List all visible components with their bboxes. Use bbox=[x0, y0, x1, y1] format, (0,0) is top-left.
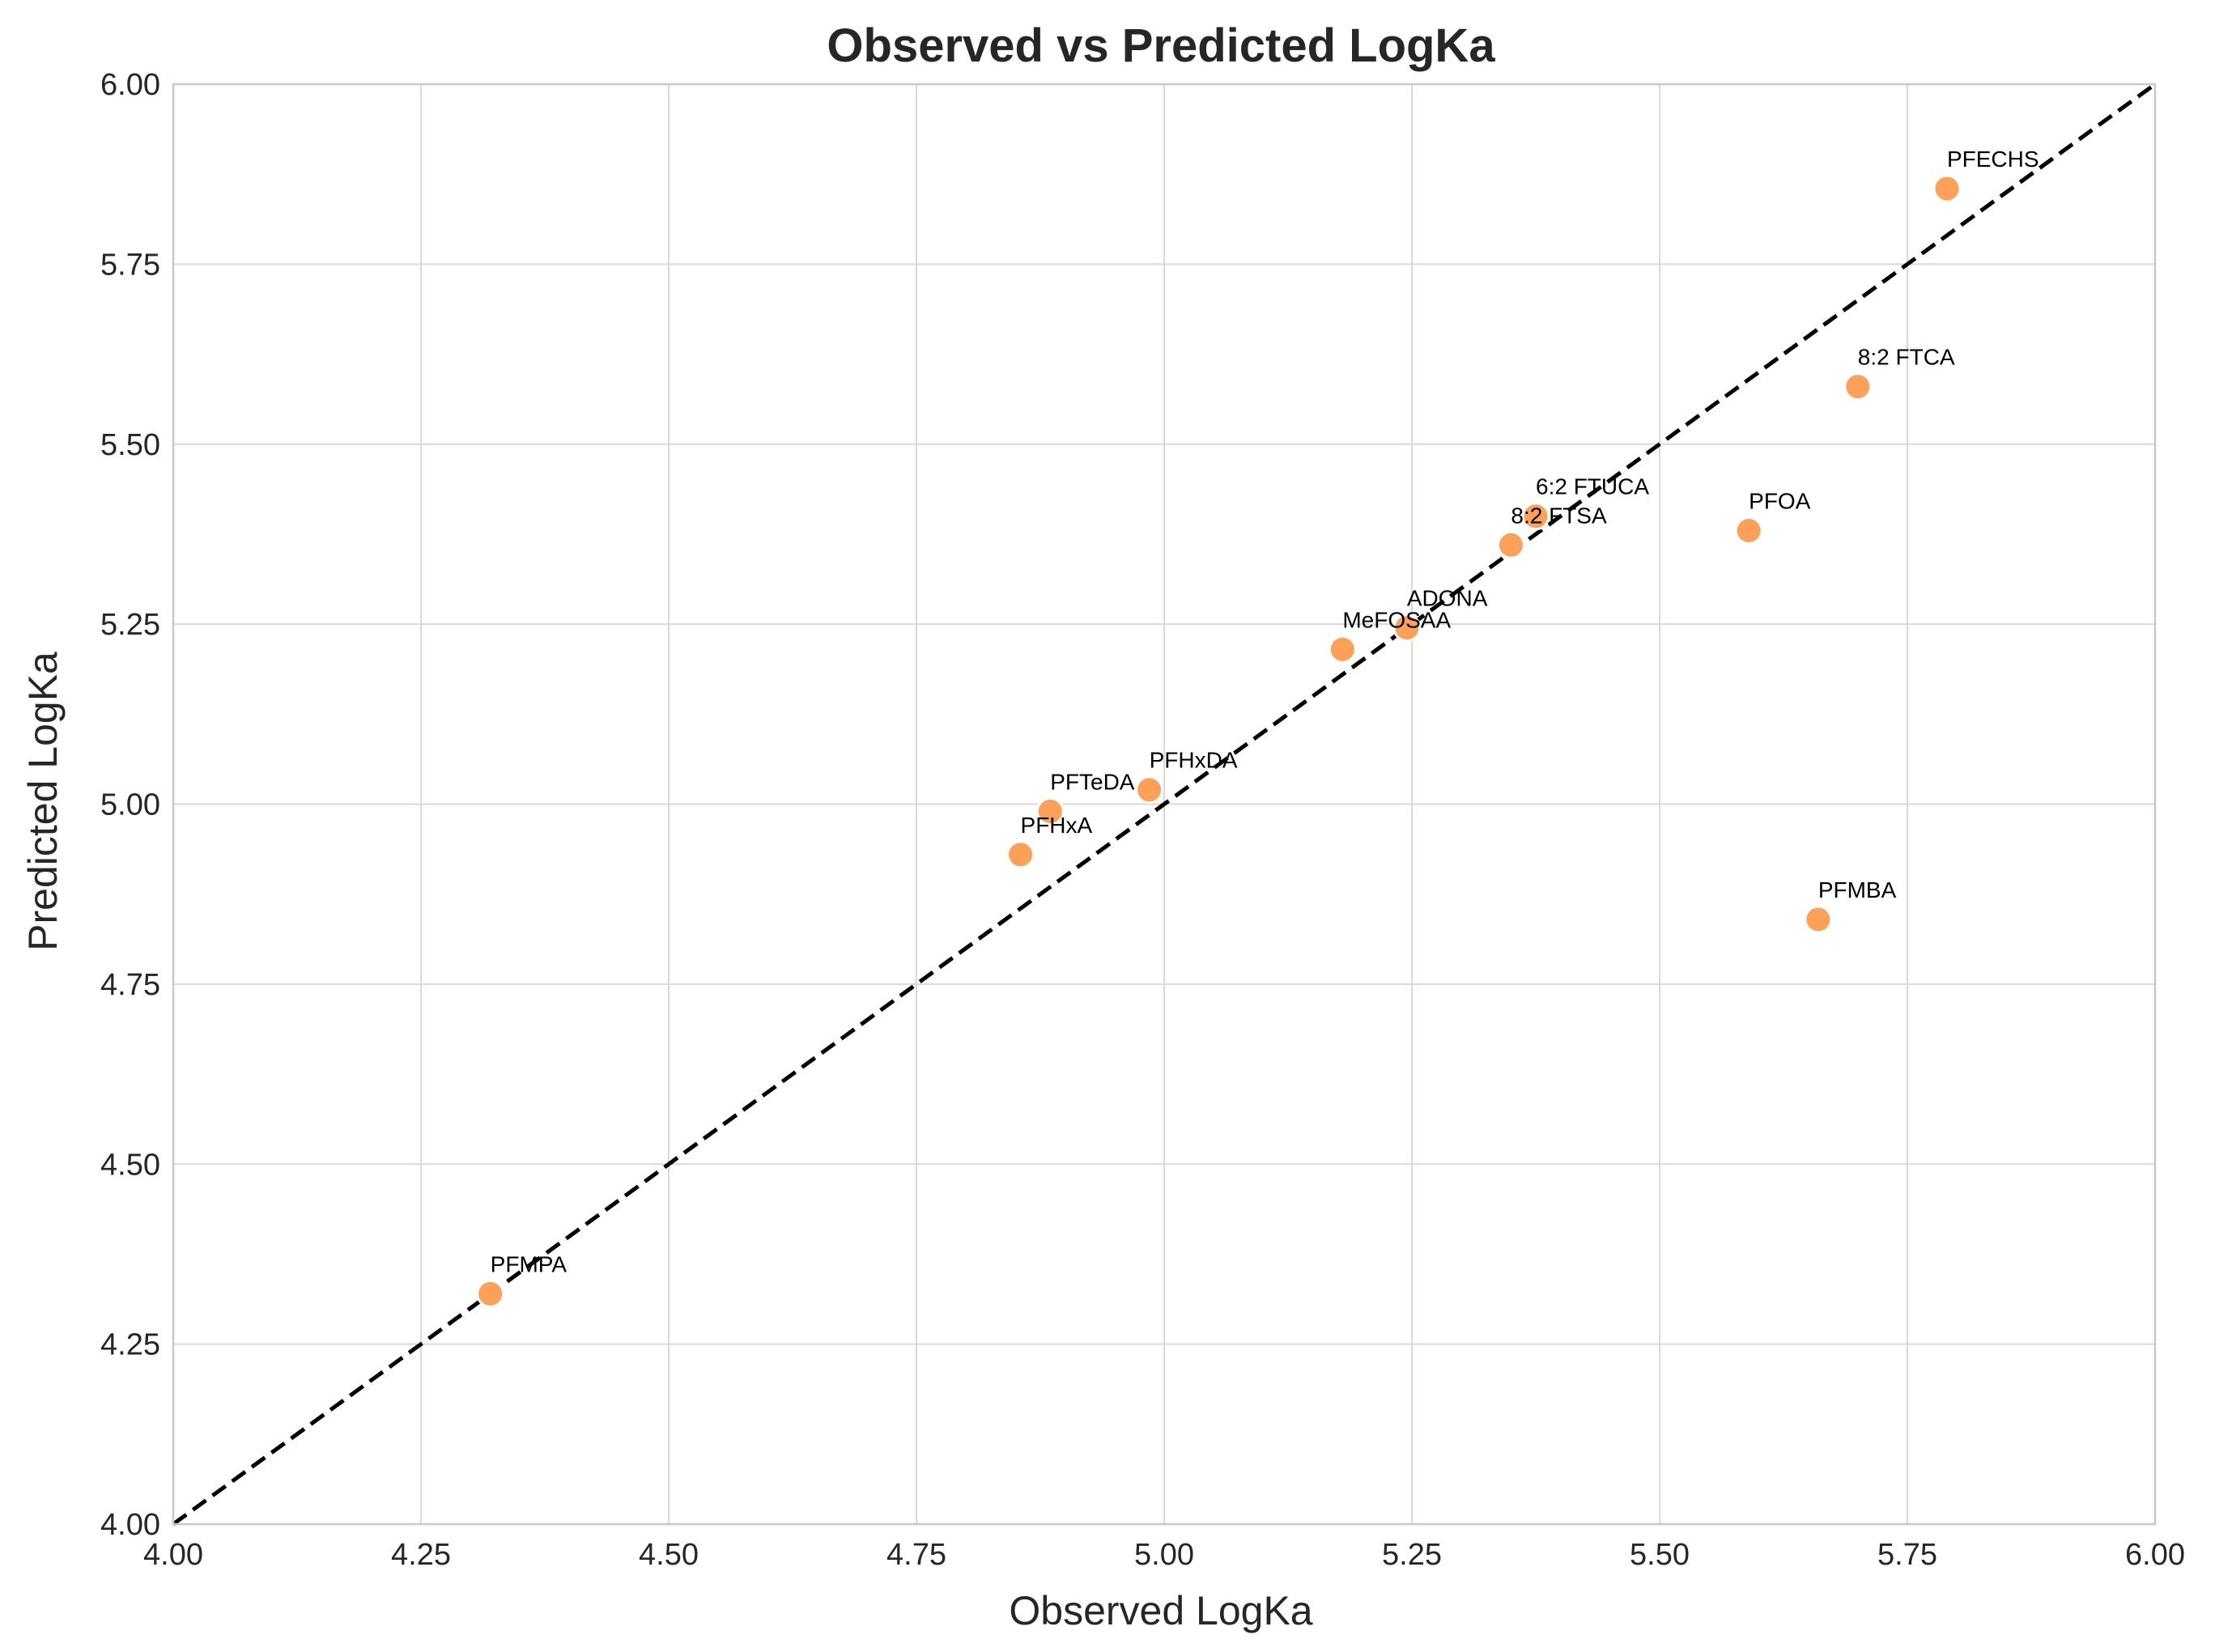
point-label: 6:2 FTUCA bbox=[1536, 474, 1649, 499]
x-tick-label: 4.75 bbox=[886, 1538, 946, 1572]
x-tick-label: 5.25 bbox=[1382, 1538, 1442, 1572]
data-point bbox=[1496, 530, 1525, 559]
x-tick-label: 5.00 bbox=[1134, 1538, 1194, 1572]
x-tick-label: 6.00 bbox=[2125, 1538, 2185, 1572]
x-axis-ticks: 4.00 4.25 4.50 4.75 5.00 5.25 5.50 5.75 6.00 bbox=[143, 1538, 2185, 1572]
x-axis-title: Observed LogKa bbox=[1009, 1588, 1312, 1633]
x-tick-label: 4.50 bbox=[639, 1538, 699, 1572]
y-axis-title: Predicted LogKa bbox=[20, 652, 66, 951]
point-label: PFOA bbox=[1749, 488, 1811, 513]
y-tick-label: 5.25 bbox=[100, 608, 160, 642]
identity-reference-line bbox=[172, 82, 2157, 1527]
point-label: PFMBA bbox=[1818, 877, 1897, 902]
data-point bbox=[1804, 905, 1833, 934]
data-point bbox=[1521, 502, 1550, 531]
data-point bbox=[1932, 174, 1962, 203]
y-tick-label: 4.50 bbox=[100, 1148, 160, 1182]
point-label: 8:2 FTCA bbox=[1858, 345, 1955, 370]
point-label: 8:2 FTSA bbox=[1511, 503, 1607, 528]
x-tick-label: 4.00 bbox=[143, 1538, 203, 1572]
x-tick-label: 5.50 bbox=[1630, 1538, 1690, 1572]
x-tick-label: 4.25 bbox=[391, 1538, 451, 1572]
data-point bbox=[476, 1279, 505, 1308]
y-tick-label: 4.25 bbox=[100, 1328, 160, 1362]
point-label: ADONA bbox=[1407, 586, 1488, 611]
y-tick-label: 5.50 bbox=[100, 428, 160, 462]
point-label: PFMPA bbox=[491, 1251, 568, 1276]
point-label: PFHxA bbox=[1021, 813, 1093, 838]
data-point bbox=[1006, 840, 1035, 869]
y-tick-label: 5.00 bbox=[100, 788, 160, 822]
data-point bbox=[1843, 372, 1873, 401]
plot-frame bbox=[172, 83, 2157, 1526]
y-tick-label: 5.75 bbox=[100, 248, 160, 282]
data-point bbox=[1135, 775, 1164, 805]
data-point bbox=[1734, 516, 1763, 545]
x-tick-label: 5.75 bbox=[1877, 1538, 1937, 1572]
data-point bbox=[1328, 635, 1357, 664]
data-point bbox=[1392, 614, 1422, 643]
y-tick-label: 6.00 bbox=[100, 68, 160, 102]
y-tick-label: 4.75 bbox=[100, 968, 160, 1002]
y-axis-ticks: 4.00 4.25 4.50 4.75 5.00 5.25 5.50 5.75 6.00 bbox=[100, 68, 160, 1542]
point-label: PFECHS bbox=[1947, 147, 2039, 172]
y-tick-label: 4.00 bbox=[100, 1508, 160, 1542]
point-label: PFTeDA bbox=[1050, 769, 1135, 794]
data-point bbox=[1035, 796, 1065, 826]
point-label: MeFOSAA bbox=[1342, 607, 1451, 632]
point-label: PFHxDA bbox=[1150, 748, 1238, 773]
chart-title: Observed vs Predicted LogKa bbox=[827, 19, 1495, 72]
